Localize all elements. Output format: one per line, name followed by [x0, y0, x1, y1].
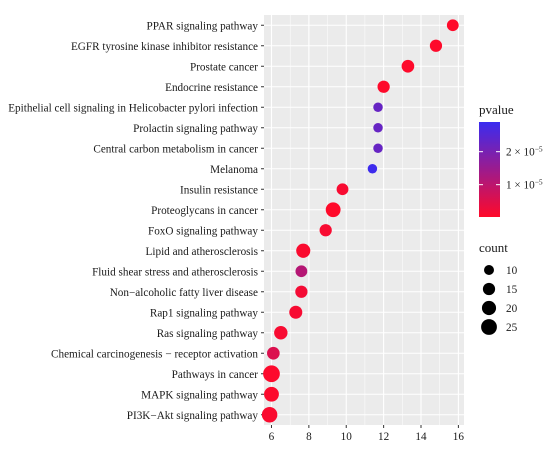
term-label: MAPK signaling pathway [141, 389, 258, 401]
pvalue-legend-title: pvalue [479, 102, 514, 117]
term-label: Rap1 signaling pathway [150, 307, 259, 319]
count-legend-dot [481, 319, 497, 335]
data-point [446, 19, 459, 32]
data-point [295, 265, 308, 278]
term-label: Chemical carcinogenesis − receptor activ… [51, 348, 258, 360]
term-label: PPAR signaling pathway [147, 20, 259, 32]
data-point [401, 59, 415, 73]
data-point [377, 80, 390, 93]
term-label: PI3K−Akt signaling pathway [127, 410, 259, 422]
data-point [296, 243, 311, 258]
term-label: Lipid and atherosclerosis [146, 246, 258, 258]
data-points [261, 19, 459, 423]
data-point [289, 305, 303, 319]
count-legend-dot [482, 282, 496, 296]
term-label: Epithelial cell signaling in Helicobacte… [8, 102, 258, 114]
term-label: Proteoglycans in cancer [151, 205, 258, 217]
x-tick-label: 10 [341, 431, 353, 443]
data-point [267, 346, 280, 360]
term-label: Ras signaling pathway [157, 328, 259, 340]
term-label: Prolactin signaling pathway [133, 123, 258, 135]
count-legend-dot [484, 265, 494, 275]
x-tick-label: 16 [453, 431, 465, 443]
term-label: FoxO signaling pathway [148, 225, 258, 237]
count-legend-label: 15 [506, 284, 518, 296]
data-point [336, 183, 349, 196]
term-label: Melanoma [210, 164, 258, 176]
term-label: Fluid shear stress and atherosclerosis [92, 266, 258, 278]
data-point [373, 102, 383, 112]
colorbar-tick-label: 1 × 10−5 [506, 178, 543, 192]
panel-background [264, 15, 464, 425]
term-label: Prostate cancer [190, 61, 258, 73]
count-legend-dot [481, 300, 497, 316]
data-point [319, 224, 332, 237]
term-label: Central carbon metabolism in cancer [93, 143, 258, 155]
pvalue-color-legend: pvalue 1 × 10−5 2 × 10−5 [479, 102, 543, 217]
count-legend-title: count [479, 240, 508, 255]
data-point [263, 365, 280, 383]
count-legend-label: 25 [506, 322, 518, 334]
colorbar-tick-label: 2 × 10−5 [506, 145, 543, 159]
data-point [367, 164, 378, 174]
data-point [325, 202, 341, 218]
data-point [295, 285, 308, 298]
x-tick-label: 8 [306, 431, 312, 443]
x-tick-label: 6 [269, 431, 275, 443]
count-legend-label: 20 [506, 303, 518, 315]
x-tick-label: 12 [378, 431, 389, 443]
count-size-legend: count 10 15 20 25 [479, 240, 518, 335]
term-label: Non−alcoholic fatty liver disease [110, 287, 258, 299]
term-label: Insulin resistance [180, 184, 258, 196]
y-axis-term-labels: PPAR signaling pathway EGFR tyrosine kina… [8, 20, 264, 422]
term-label: Pathways in cancer [172, 369, 259, 381]
term-label: EGFR tyrosine kinase inhibitor resistanc… [71, 41, 258, 53]
pvalue-colorbar [479, 122, 500, 217]
x-tick-label: 14 [415, 431, 427, 443]
plot-panel [264, 15, 464, 425]
data-point [429, 39, 443, 52]
data-point [261, 407, 278, 423]
data-point [373, 123, 383, 133]
data-point [264, 386, 279, 402]
x-axis: 6 8 10 12 14 16 [269, 425, 465, 443]
data-point [373, 143, 383, 153]
count-legend-label: 10 [506, 265, 518, 277]
term-label: Endocrine resistance [165, 82, 258, 94]
data-point [274, 326, 288, 340]
